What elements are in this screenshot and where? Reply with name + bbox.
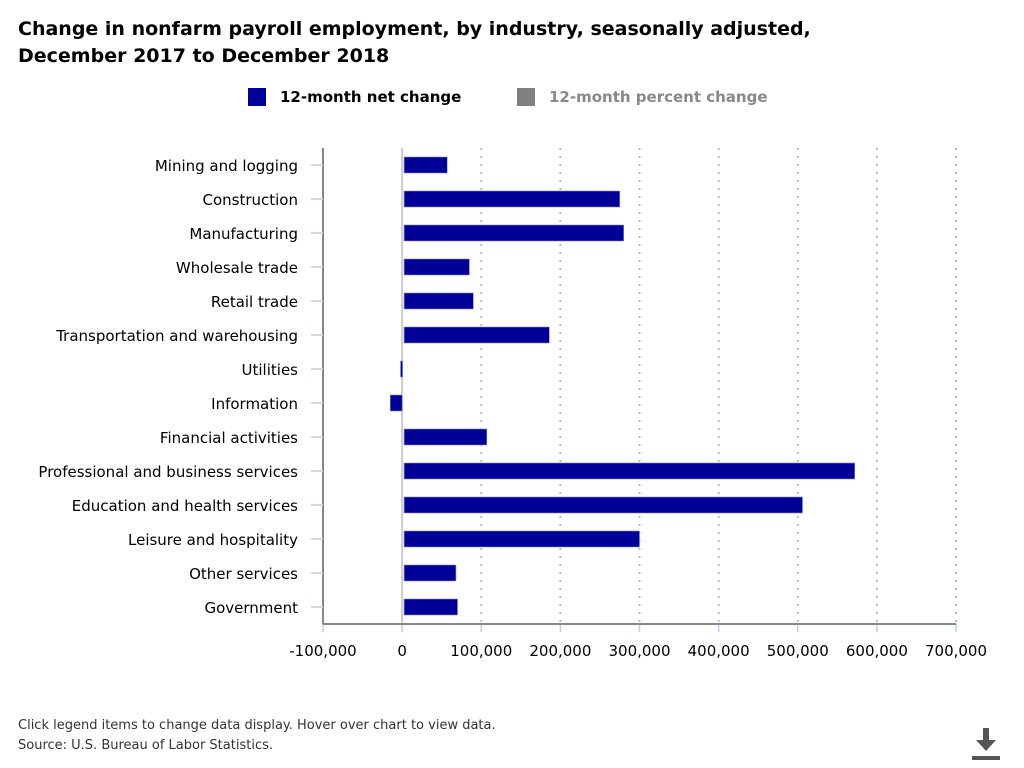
x-tick-label: -100,000 (289, 642, 356, 660)
x-tick-label: 0 (397, 642, 407, 660)
y-tick-label: Manufacturing (189, 225, 298, 243)
bar[interactable] (403, 258, 470, 276)
bar[interactable] (403, 224, 624, 242)
legend-label: 12-month percent change (549, 88, 768, 106)
x-tick-label: 100,000 (450, 642, 512, 660)
legend-item-net-change[interactable]: 12-month net change (248, 88, 461, 106)
bar[interactable] (403, 598, 458, 616)
y-tick-label: Professional and business services (38, 463, 298, 481)
y-tick-label: Other services (189, 565, 298, 583)
legend-label: 12-month net change (280, 88, 462, 106)
y-tick-label: Transportation and warehousing (55, 327, 298, 345)
footer-note: Click legend items to change data displa… (18, 718, 496, 733)
y-tick-label: Education and health services (72, 497, 298, 515)
legend-item-percent-change[interactable]: 12-month percent change (517, 88, 768, 106)
bar[interactable] (403, 564, 457, 582)
x-tick-label: 700,000 (925, 642, 987, 660)
bar[interactable] (403, 496, 803, 514)
x-tick-label: 300,000 (608, 642, 670, 660)
footer-source: Source: U.S. Bureau of Labor Statistics. (18, 738, 273, 753)
download-button[interactable] (968, 726, 1004, 762)
x-tick-label: 500,000 (767, 642, 829, 660)
y-tick-label: Retail trade (211, 293, 298, 311)
y-tick-label: Information (211, 395, 298, 413)
y-tick-label: Utilities (242, 361, 299, 379)
bar[interactable] (403, 292, 474, 310)
y-tick-label: Leisure and hospitality (128, 531, 298, 549)
chart-title: Change in nonfarm payroll employment, by… (18, 18, 811, 67)
bar[interactable] (403, 428, 488, 446)
y-tick-label: Financial activities (160, 429, 298, 447)
bar[interactable] (403, 326, 550, 344)
x-tick-label: 600,000 (846, 642, 908, 660)
y-tick-label: Wholesale trade (176, 259, 298, 277)
x-tick-label: 200,000 (529, 642, 591, 660)
bar[interactable] (403, 156, 448, 174)
bar[interactable] (403, 462, 856, 480)
download-icon (972, 728, 1000, 760)
bar[interactable] (389, 394, 403, 412)
y-tick-label: Construction (202, 191, 298, 209)
x-tick-label: 400,000 (688, 642, 750, 660)
legend-swatch (248, 88, 266, 106)
legend-swatch (517, 88, 535, 106)
y-tick-label: Mining and logging (155, 157, 298, 175)
y-tick-label: Government (204, 599, 298, 617)
footer: Click legend items to change data displa… (18, 716, 496, 756)
bar[interactable] (400, 360, 403, 378)
bar[interactable] (403, 530, 640, 548)
bar[interactable] (403, 190, 621, 208)
bar-chart[interactable]: -100,000 0 100,000 200,000 300,000 400,000 500… (0, 0, 1024, 700)
